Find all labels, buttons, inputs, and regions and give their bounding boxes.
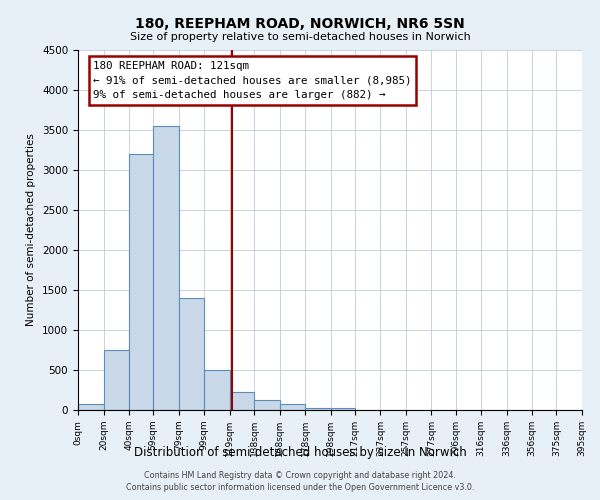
Text: 180, REEPHAM ROAD, NORWICH, NR6 5SN: 180, REEPHAM ROAD, NORWICH, NR6 5SN <box>135 18 465 32</box>
Bar <box>254 400 280 410</box>
Bar <box>78 404 104 410</box>
Bar <box>331 408 355 410</box>
Bar <box>129 154 153 410</box>
Bar <box>205 370 230 410</box>
Text: Distribution of semi-detached houses by size in Norwich: Distribution of semi-detached houses by … <box>134 446 466 459</box>
Y-axis label: Number of semi-detached properties: Number of semi-detached properties <box>26 134 37 326</box>
Bar <box>153 126 179 410</box>
Bar <box>230 392 254 410</box>
Bar <box>179 298 205 410</box>
Text: Contains public sector information licensed under the Open Government Licence v3: Contains public sector information licen… <box>126 483 474 492</box>
Text: Size of property relative to semi-detached houses in Norwich: Size of property relative to semi-detach… <box>130 32 470 42</box>
Text: Contains HM Land Registry data © Crown copyright and database right 2024.: Contains HM Land Registry data © Crown c… <box>144 472 456 480</box>
Bar <box>104 350 129 410</box>
Text: 180 REEPHAM ROAD: 121sqm
← 91% of semi-detached houses are smaller (8,985)
9% of: 180 REEPHAM ROAD: 121sqm ← 91% of semi-d… <box>93 61 412 100</box>
Bar <box>280 404 305 410</box>
Bar <box>305 408 331 410</box>
